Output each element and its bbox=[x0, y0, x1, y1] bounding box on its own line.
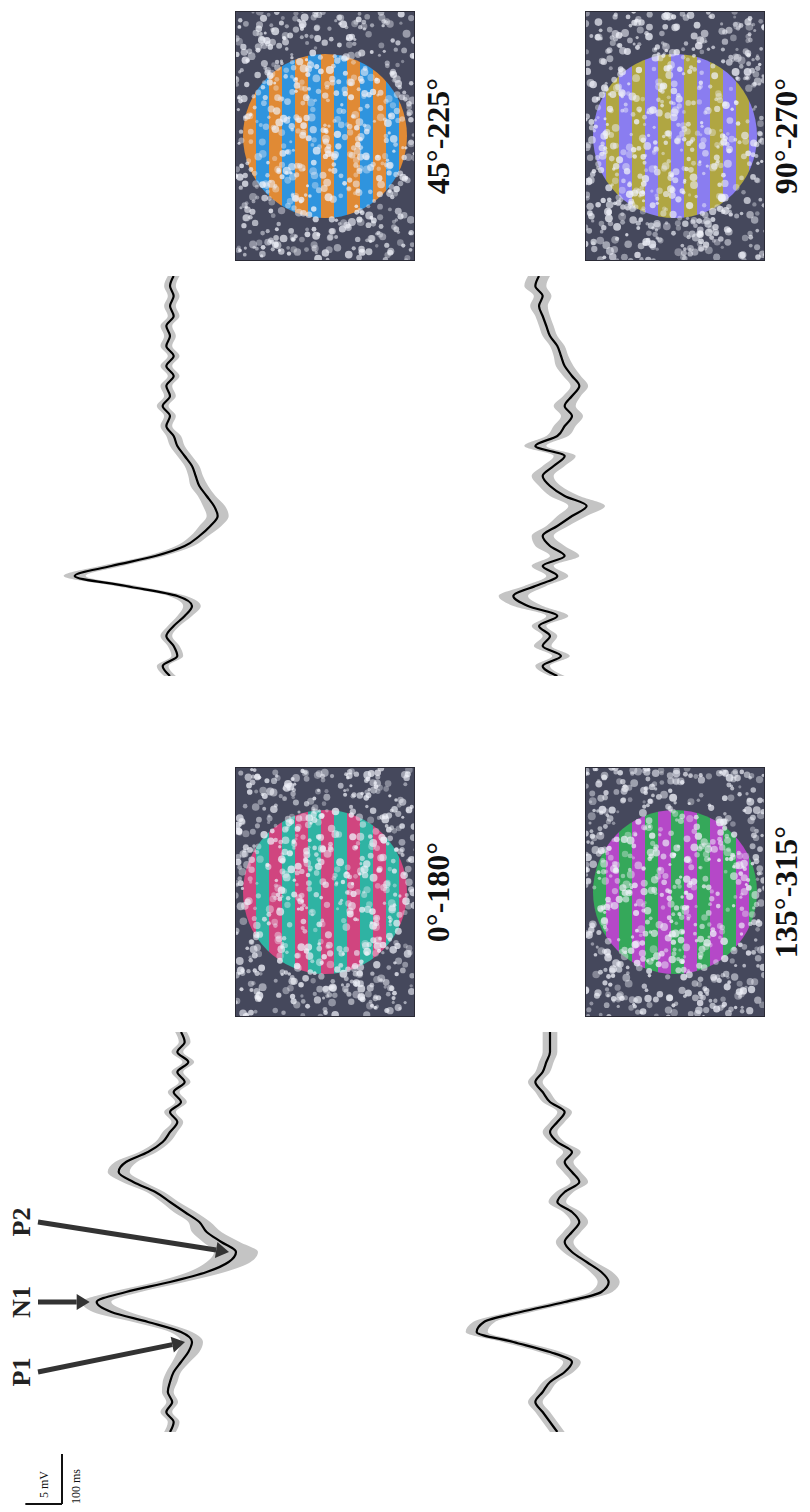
html-text:90°-270°: 90°-270° bbox=[768, 77, 804, 195]
svg-text:N1: N1 bbox=[7, 1286, 36, 1318]
svg-text:100 ms: 100 ms bbox=[69, 1469, 83, 1504]
svg-text:5 mV: 5 mV bbox=[37, 1471, 51, 1498]
svg-text:P2: P2 bbox=[7, 1208, 36, 1237]
html-text:0°-180°: 0°-180° bbox=[420, 841, 456, 943]
html-text:45°-225°: 45°-225° bbox=[420, 77, 456, 195]
html-text:135°-315°: 135°-315° bbox=[768, 825, 804, 959]
svg-text:P1: P1 bbox=[7, 1358, 36, 1387]
